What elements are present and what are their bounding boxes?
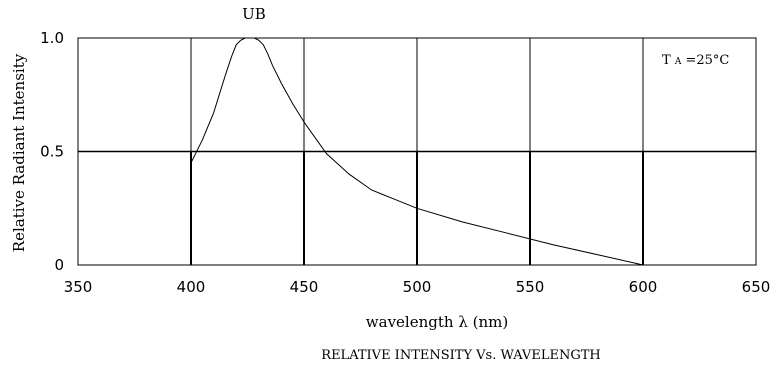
x-tick-label: 550 <box>516 278 545 296</box>
x-tick-label: 600 <box>629 278 658 296</box>
grid-lines <box>78 38 756 265</box>
chart-caption: RELATIVE INTENSITY Vs. WAVELENGTH <box>321 348 600 363</box>
temp-annotation-rest: =25°C <box>685 53 729 68</box>
tick-labels: 350 400 450 500 550 600 650 0 0.5 1.0 <box>40 29 770 296</box>
x-tick-label: 500 <box>403 278 432 296</box>
temp-annotation-t: T <box>662 53 671 68</box>
temperature-annotation: T A =25°C <box>662 53 729 68</box>
y-tick-label: 1.0 <box>40 29 64 47</box>
temp-annotation-sub: A <box>674 57 682 67</box>
x-axis-label: wavelength λ (nm) <box>366 313 508 331</box>
y-axis-label: Relative Radiant Intensity <box>10 53 28 252</box>
x-tick-label: 450 <box>290 278 319 296</box>
plot-frame <box>77 37 757 266</box>
x-tick-label: 400 <box>177 278 206 296</box>
y-tick-label: 0.5 <box>40 143 64 161</box>
x-tick-label: 650 <box>742 278 771 296</box>
series-line-ub <box>190 37 644 266</box>
y-tick-label: 0 <box>54 256 64 274</box>
x-tick-label: 350 <box>64 278 93 296</box>
series-label: UB <box>242 5 266 23</box>
